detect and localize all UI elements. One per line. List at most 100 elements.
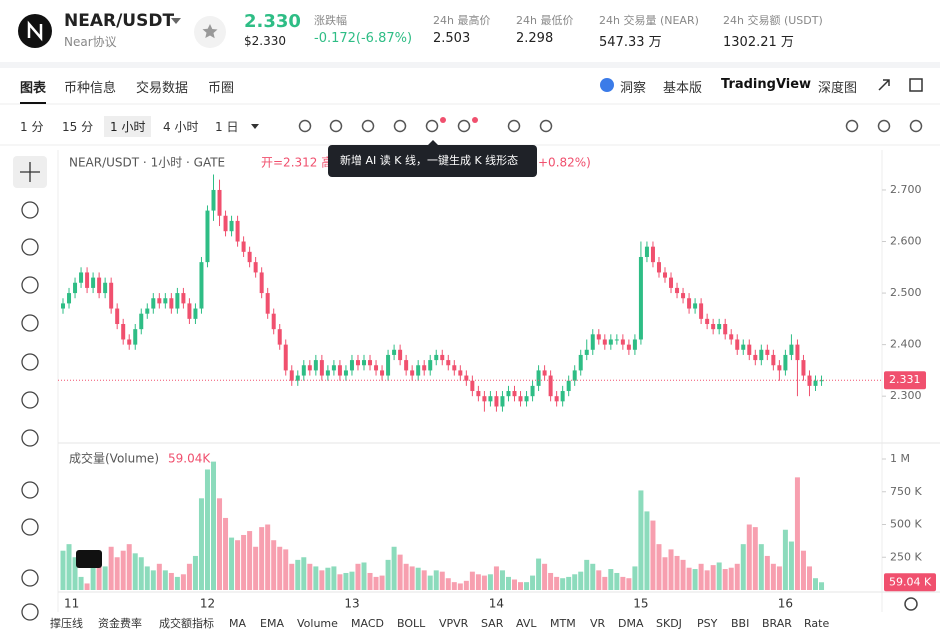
indicator[interactable]: PSY bbox=[697, 617, 718, 630]
indicator[interactable]: BBI bbox=[731, 617, 749, 630]
volume-bar bbox=[415, 567, 421, 590]
volume-bar bbox=[475, 574, 481, 590]
indicator[interactable]: AVL bbox=[516, 617, 537, 630]
candle-body bbox=[368, 360, 373, 366]
candle-body bbox=[675, 287, 680, 294]
candle-body bbox=[253, 262, 258, 273]
indicator[interactable]: Rate bbox=[804, 617, 829, 630]
indicator[interactable]: MA bbox=[229, 617, 246, 630]
indicator[interactable]: BOLL bbox=[397, 617, 426, 630]
indicator[interactable]: MTM bbox=[550, 617, 576, 630]
indicator[interactable]: MACD bbox=[351, 617, 384, 630]
toolbar-icon[interactable] bbox=[845, 119, 859, 133]
indicator[interactable]: EMA bbox=[260, 617, 284, 630]
tool-icon[interactable] bbox=[20, 162, 40, 182]
interval[interactable]: 1 小时 bbox=[104, 116, 152, 137]
volume-bar bbox=[186, 563, 192, 590]
tab[interactable]: 图表 bbox=[20, 77, 47, 104]
tab[interactable]: 交易数据 bbox=[136, 81, 189, 96]
tool-icon[interactable] bbox=[21, 238, 39, 256]
indicator[interactable]: BRAR bbox=[762, 617, 792, 630]
tool-icon[interactable] bbox=[21, 391, 39, 409]
dropdown[interactable] bbox=[170, 16, 182, 26]
tab[interactable]: 币种信息 bbox=[64, 81, 117, 96]
toolbar-icon[interactable] bbox=[361, 119, 375, 133]
toolbar-icon[interactable] bbox=[539, 119, 553, 133]
candle-body bbox=[349, 360, 354, 371]
indicator[interactable]: Volume bbox=[297, 617, 338, 630]
symbol[interactable]: NEAR/USDT bbox=[64, 11, 175, 31]
tool-icon[interactable] bbox=[21, 314, 39, 332]
interval[interactable]: 1 日 bbox=[215, 120, 239, 134]
toolbar-icon[interactable] bbox=[425, 119, 439, 133]
stat-value: 2.503 bbox=[433, 31, 471, 46]
interval[interactable]: 15 分 bbox=[62, 120, 94, 134]
settings-icon[interactable] bbox=[904, 597, 918, 611]
candle-body bbox=[410, 370, 415, 376]
candle-body bbox=[109, 282, 114, 309]
volume-bar bbox=[505, 576, 511, 590]
expand-icon[interactable] bbox=[909, 78, 923, 92]
indicator[interactable]: DMA bbox=[618, 617, 644, 630]
toolbar-icon[interactable] bbox=[298, 119, 312, 133]
volume-bar bbox=[156, 563, 162, 590]
toolbar-icon[interactable] bbox=[507, 119, 521, 133]
volume-bar bbox=[469, 571, 475, 590]
candle-body bbox=[133, 329, 138, 345]
indicator[interactable]: SKDJ bbox=[656, 617, 682, 630]
indicator[interactable]: VR bbox=[590, 617, 606, 630]
indicator[interactable]: SAR bbox=[481, 617, 504, 630]
stat-label: 24h 最低价 bbox=[516, 14, 574, 27]
candle-body bbox=[187, 303, 192, 319]
candle-body bbox=[205, 210, 210, 263]
y-tick-label: 2.500 bbox=[890, 286, 922, 299]
candle-body bbox=[795, 344, 800, 361]
tool-icon[interactable] bbox=[21, 481, 39, 499]
volume-bar bbox=[560, 578, 566, 590]
toolbar-icon[interactable] bbox=[457, 119, 471, 133]
volume-bar bbox=[698, 563, 704, 590]
tab[interactable]: 币圈 bbox=[208, 81, 235, 96]
volume-bar bbox=[614, 572, 620, 590]
toolbar-icon[interactable] bbox=[909, 119, 923, 133]
candle-body bbox=[151, 298, 156, 309]
tool-icon[interactable] bbox=[21, 429, 39, 447]
view-tab[interactable]: 洞察 bbox=[620, 81, 647, 96]
candle-body bbox=[241, 241, 246, 252]
candle-body bbox=[259, 272, 264, 294]
x-tick-label: 11 bbox=[64, 597, 79, 611]
tool-icon[interactable] bbox=[21, 201, 39, 219]
tool-icon[interactable] bbox=[21, 518, 39, 536]
candle-body bbox=[548, 375, 553, 397]
toolbar-icon[interactable] bbox=[393, 119, 407, 133]
candle-body bbox=[289, 370, 294, 381]
candle-body bbox=[440, 354, 445, 361]
indicator[interactable]: 撑压线 bbox=[50, 616, 83, 630]
volume-bar bbox=[132, 553, 138, 590]
y-tick-label: 500 K bbox=[890, 518, 922, 531]
tool-icon[interactable] bbox=[21, 276, 39, 294]
coin-icon bbox=[18, 14, 52, 48]
tool-icon[interactable] bbox=[21, 603, 39, 621]
view-tab[interactable]: TradingView bbox=[721, 77, 812, 92]
y-tick-label: 2.300 bbox=[890, 389, 922, 402]
interval-dropdown[interactable] bbox=[251, 124, 259, 129]
volume-bar bbox=[656, 544, 662, 590]
indicator[interactable]: 成交额指标 bbox=[159, 616, 214, 630]
view-tab[interactable]: 深度图 bbox=[818, 81, 858, 96]
tool-icon[interactable] bbox=[21, 353, 39, 371]
favorite[interactable] bbox=[194, 16, 226, 48]
volume-bar bbox=[463, 580, 469, 590]
candle-body bbox=[313, 360, 318, 371]
view-tab[interactable]: 基本版 bbox=[663, 81, 703, 96]
indicator[interactable]: VPVR bbox=[439, 617, 469, 630]
toolbar-icon[interactable] bbox=[877, 119, 891, 133]
indicator[interactable]: 资金费率 bbox=[98, 616, 142, 630]
legend-title: NEAR/USDT · 1小时 · GATE bbox=[69, 156, 225, 170]
toolbar-icon[interactable] bbox=[329, 119, 343, 133]
candle-body bbox=[741, 344, 746, 350]
interval[interactable]: 4 小时 bbox=[163, 120, 199, 134]
interval[interactable]: 1 分 bbox=[20, 120, 44, 134]
fullscreen-icon[interactable] bbox=[878, 79, 890, 91]
tool-icon[interactable] bbox=[21, 569, 39, 587]
